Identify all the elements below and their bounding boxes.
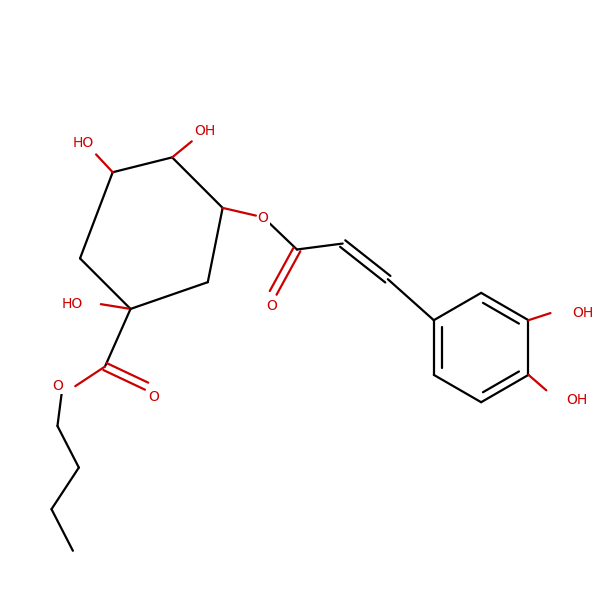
Text: O: O [266,299,277,313]
Text: O: O [257,211,268,225]
Text: OH: OH [572,306,593,320]
Text: O: O [53,379,64,393]
Text: OH: OH [566,394,587,407]
Text: OH: OH [194,124,215,137]
Text: HO: HO [73,136,94,149]
Text: HO: HO [62,297,83,311]
Text: O: O [148,390,159,404]
